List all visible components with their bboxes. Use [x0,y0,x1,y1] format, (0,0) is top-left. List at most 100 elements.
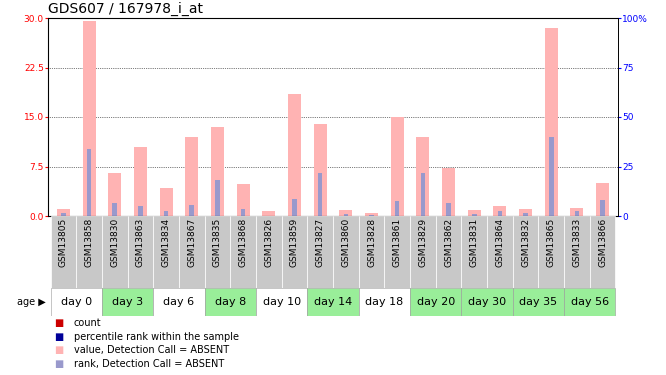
Bar [519,209,532,216]
Text: day 18: day 18 [365,297,404,307]
Bar [314,124,326,216]
Bar [318,173,322,216]
Text: GSM13865: GSM13865 [547,218,555,267]
Bar [282,216,307,288]
Text: ■: ■ [54,318,63,328]
Text: GSM13833: GSM13833 [572,218,581,267]
Bar [241,209,246,216]
Bar [189,205,194,216]
Bar [420,173,425,216]
Bar [262,211,275,216]
Bar [153,288,204,316]
Bar [410,288,462,316]
Text: day 6: day 6 [163,297,194,307]
Text: day 10: day 10 [262,297,301,307]
Bar [307,288,359,316]
Bar [462,216,487,288]
Bar [384,216,410,288]
Text: GSM13832: GSM13832 [521,218,530,267]
Text: GSM13863: GSM13863 [136,218,145,267]
Bar [369,215,374,216]
Bar [307,216,333,288]
Bar [416,137,430,216]
Text: GDS607 / 167978_i_at: GDS607 / 167978_i_at [48,2,203,16]
Bar [134,147,147,216]
Text: GSM13860: GSM13860 [342,218,350,267]
Text: GSM13861: GSM13861 [393,218,402,267]
Bar [391,117,404,216]
Bar [87,148,91,216]
Bar [288,94,301,216]
Text: ■: ■ [54,332,63,342]
Bar [446,203,451,216]
Text: day 20: day 20 [416,297,455,307]
Text: day 8: day 8 [214,297,246,307]
Text: GSM13835: GSM13835 [213,218,222,267]
Bar [102,288,153,316]
Bar [600,200,605,216]
Bar [61,213,66,216]
Text: value, Detection Call = ABSENT: value, Detection Call = ABSENT [74,345,229,355]
Bar [442,168,455,216]
Text: GSM13866: GSM13866 [598,218,607,267]
Text: day 35: day 35 [519,297,557,307]
Bar [462,288,513,316]
Bar [204,216,230,288]
Text: GSM13830: GSM13830 [111,218,119,267]
Bar [549,137,553,216]
Bar [359,288,410,316]
Bar [365,213,378,216]
Text: rank, Detection Call = ABSENT: rank, Detection Call = ABSENT [74,359,224,369]
Bar [410,216,436,288]
Bar [113,203,117,216]
Text: day 0: day 0 [61,297,92,307]
Text: GSM13828: GSM13828 [367,218,376,267]
Bar [340,210,352,216]
Bar [513,216,538,288]
Bar [468,210,481,216]
Bar [395,201,400,216]
Text: GSM13826: GSM13826 [264,218,273,267]
Bar [472,214,477,216]
Bar [204,288,256,316]
Bar [545,28,557,216]
Bar [83,21,95,216]
Text: GSM13868: GSM13868 [238,218,248,267]
Bar [179,216,204,288]
Text: day 30: day 30 [468,297,506,307]
Text: age ▶: age ▶ [17,297,46,307]
Bar [538,216,564,288]
Bar [333,216,359,288]
Text: count: count [74,318,101,328]
Bar [571,208,583,216]
Bar [215,180,220,216]
Bar [344,214,348,216]
Text: day 3: day 3 [112,297,143,307]
Bar [164,211,168,216]
Bar [359,216,384,288]
Text: GSM13862: GSM13862 [444,218,453,267]
Bar [102,216,128,288]
Text: GSM13834: GSM13834 [162,218,170,267]
Bar [153,216,179,288]
Bar [230,216,256,288]
Text: GSM13864: GSM13864 [496,218,504,267]
Bar [564,216,590,288]
Text: GSM13831: GSM13831 [470,218,479,267]
Bar [487,216,513,288]
Bar [128,216,153,288]
Bar [51,216,76,288]
Bar [236,184,250,216]
Bar [564,288,615,316]
Bar [596,183,609,216]
Text: GSM13867: GSM13867 [187,218,196,267]
Bar [138,206,143,216]
Text: GSM13827: GSM13827 [316,218,324,267]
Bar [160,188,172,216]
Bar [494,206,506,216]
Bar [57,209,70,216]
Text: day 14: day 14 [314,297,352,307]
Bar [185,137,198,216]
Text: percentile rank within the sample: percentile rank within the sample [74,332,238,342]
Bar [211,127,224,216]
